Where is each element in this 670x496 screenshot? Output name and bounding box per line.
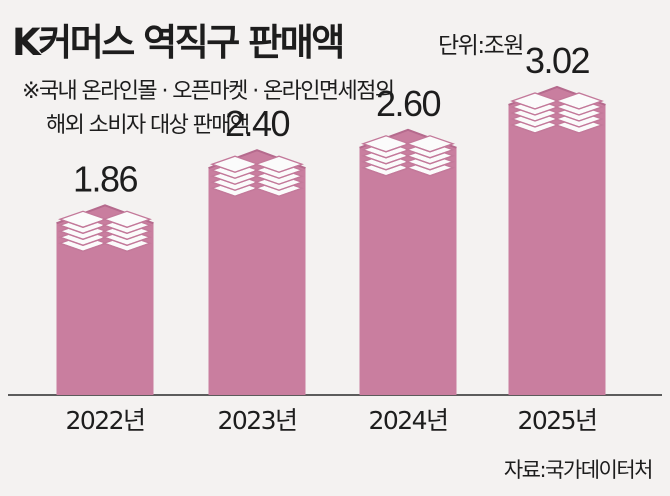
paper-edge bbox=[511, 118, 559, 128]
paper-edge bbox=[255, 175, 303, 185]
paper-edge bbox=[59, 236, 107, 246]
paper-edge bbox=[406, 161, 454, 171]
bar-group bbox=[208, 149, 306, 395]
paper-edge bbox=[511, 112, 559, 122]
paper-edge bbox=[555, 100, 603, 110]
paper-edge bbox=[255, 187, 303, 197]
value-label: 2.60 bbox=[376, 83, 441, 124]
note-line-1: ※국내 온라인몰 · 오픈마켓 · 온라인면세점의 bbox=[22, 79, 395, 104]
paper-edge bbox=[211, 175, 259, 185]
paper-edge bbox=[211, 181, 259, 191]
bar-group bbox=[359, 128, 457, 396]
paper-edge bbox=[59, 218, 107, 228]
bar bbox=[56, 205, 154, 395]
paper-edge bbox=[362, 155, 410, 165]
paper-edge bbox=[511, 124, 559, 134]
paper-edge bbox=[555, 106, 603, 116]
unit-label: 단위:조원 bbox=[438, 33, 524, 59]
paper-edge bbox=[255, 181, 303, 191]
bar bbox=[359, 129, 457, 396]
bar-group bbox=[56, 204, 154, 395]
paper-edge bbox=[406, 149, 454, 159]
source-label: 자료:국가데이터처 bbox=[503, 458, 654, 482]
paper-edge bbox=[555, 118, 603, 128]
category-label: 2024년 bbox=[368, 406, 447, 435]
paper-edge bbox=[211, 187, 259, 197]
note-line-2: 해외 소비자 대상 판매액 bbox=[46, 113, 250, 138]
paper-edge bbox=[211, 163, 259, 173]
chart-note: ※국내 온라인몰 · 오픈마켓 · 온라인면세점의 해외 소비자 대상 판매액 bbox=[22, 75, 395, 143]
chart-title: K커머스 역직구 판매액 bbox=[12, 21, 345, 64]
category-label: 2023년 bbox=[217, 406, 296, 435]
paper-edge bbox=[103, 218, 151, 228]
paper-edge bbox=[59, 224, 107, 234]
paper-edge bbox=[511, 106, 559, 116]
paper-edge bbox=[59, 230, 107, 240]
paper-edge bbox=[362, 149, 410, 159]
paper-edge bbox=[555, 112, 603, 122]
paper-edge bbox=[362, 143, 410, 153]
paper-edge bbox=[555, 124, 603, 134]
bar-group bbox=[508, 85, 606, 396]
paper-edge bbox=[406, 155, 454, 165]
paper-edge bbox=[103, 236, 151, 246]
category-label: 2022년 bbox=[65, 406, 144, 435]
paper-edge bbox=[103, 230, 151, 240]
bar bbox=[208, 150, 306, 395]
value-label: 1.86 bbox=[73, 158, 138, 199]
paper-edge bbox=[362, 161, 410, 171]
paper-edge bbox=[406, 167, 454, 177]
paper-edge bbox=[406, 143, 454, 153]
paper-edge bbox=[511, 100, 559, 110]
value-label: 3.02 bbox=[525, 40, 590, 81]
paper-edge bbox=[255, 169, 303, 179]
paper-edge bbox=[59, 242, 107, 252]
paper-edge bbox=[103, 242, 151, 252]
category-label: 2025년 bbox=[517, 406, 596, 435]
bar bbox=[508, 86, 606, 396]
paper-edge bbox=[103, 224, 151, 234]
paper-edge bbox=[211, 169, 259, 179]
paper-edge bbox=[362, 167, 410, 177]
value-label: 2.40 bbox=[225, 103, 290, 144]
paper-edge bbox=[255, 163, 303, 173]
